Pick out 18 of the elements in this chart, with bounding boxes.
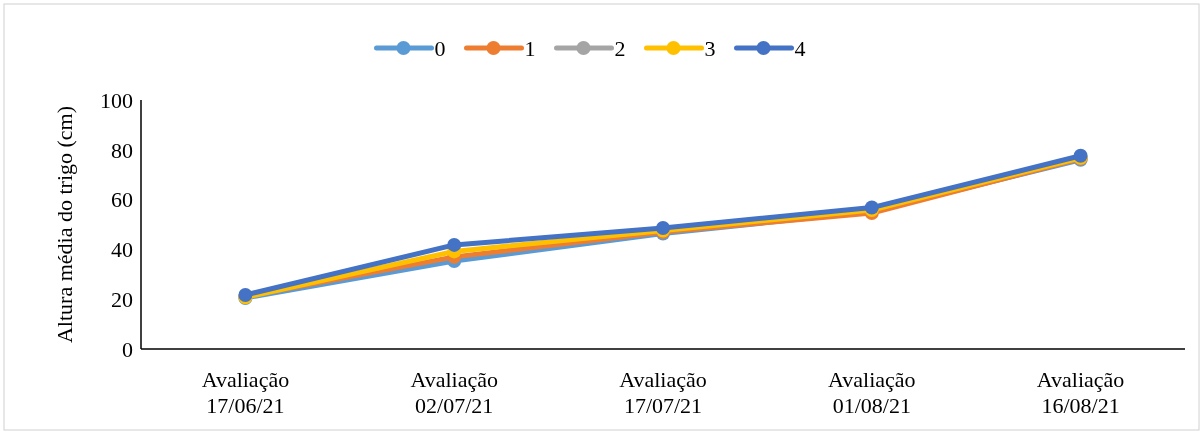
y-tick-label: 40 (111, 237, 133, 263)
x-tick-label: Avaliação 17/07/21 (619, 367, 707, 418)
y-tick-label: 80 (111, 137, 133, 163)
x-tick-label: Avaliação 16/08/21 (1036, 367, 1125, 418)
y-tick-label: 100 (100, 87, 133, 113)
y-tick-label: 0 (122, 336, 133, 362)
legend-label: 2 (614, 35, 626, 61)
point (447, 237, 462, 252)
y-tick-label: 20 (111, 286, 133, 312)
y-axis-title: Altura média do trigo (cm) (52, 105, 77, 344)
y-tick-label: 60 (111, 187, 133, 213)
legend-label: 0 (434, 35, 446, 61)
legend-label: 4 (794, 35, 806, 61)
x-tick-label: Avaliação 02/07/21 (410, 367, 498, 418)
legend-label: 1 (524, 35, 536, 61)
legend-label: 3 (704, 35, 716, 61)
x-tick-label: Avaliação 17/06/21 (201, 367, 290, 418)
x-tick-label: Avaliação 01/08/21 (828, 367, 916, 418)
